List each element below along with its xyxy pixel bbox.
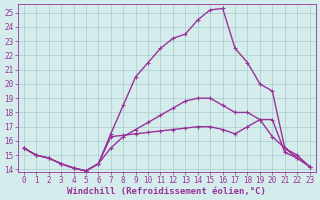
- X-axis label: Windchill (Refroidissement éolien,°C): Windchill (Refroidissement éolien,°C): [67, 187, 266, 196]
